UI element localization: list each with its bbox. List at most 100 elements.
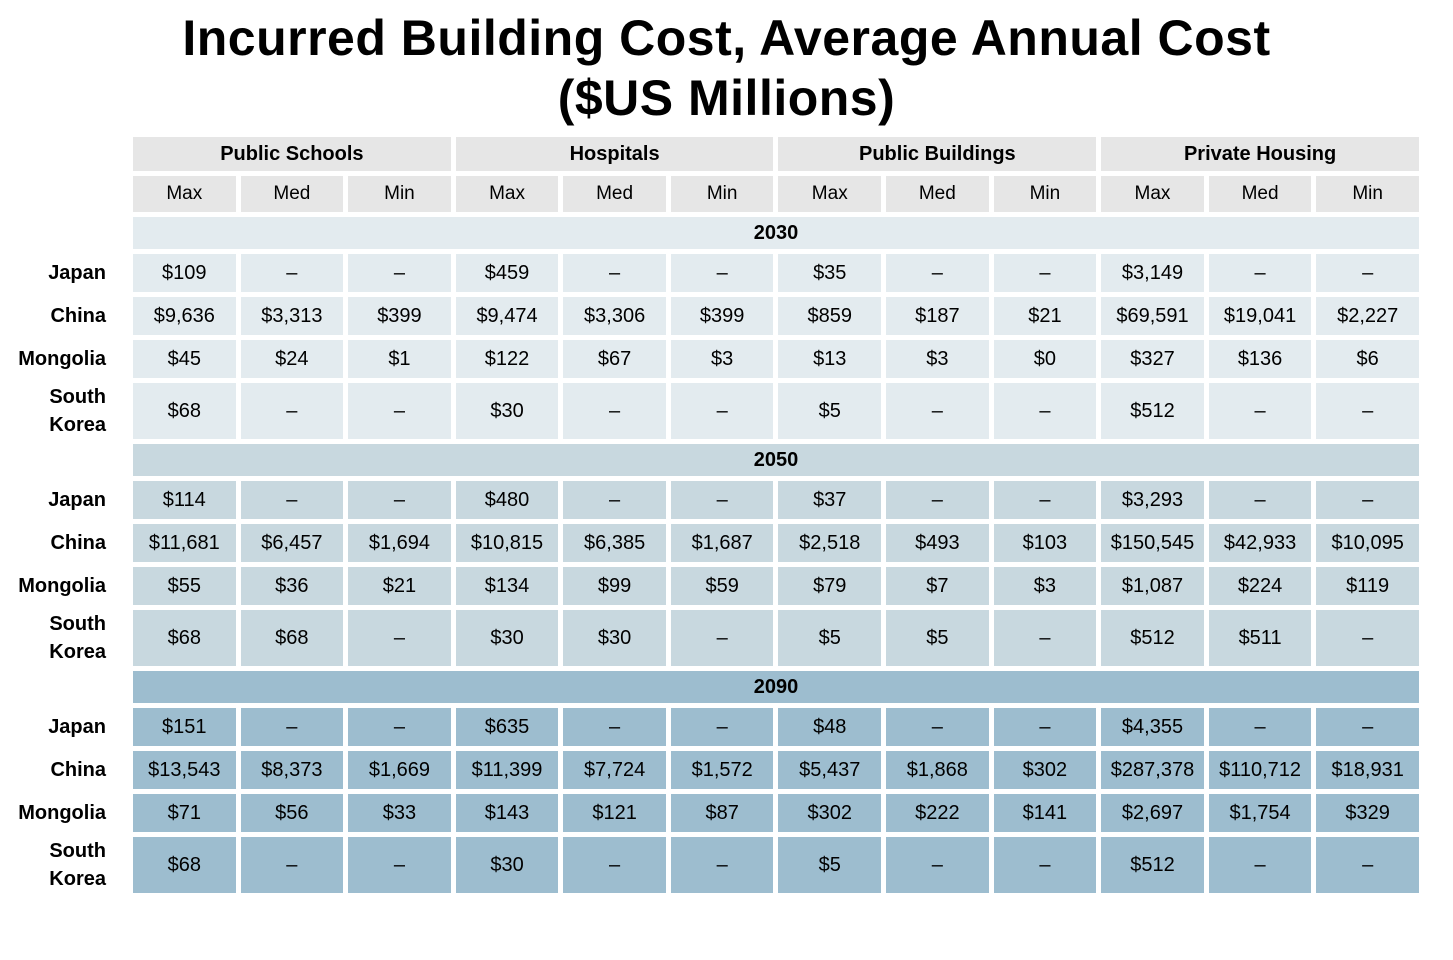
table-cell: $1,687 <box>670 524 774 562</box>
table-cell: – <box>886 383 989 439</box>
table-cell: $151 <box>133 708 236 746</box>
table-cell: – <box>886 254 989 292</box>
table-cell: $1,572 <box>670 751 774 789</box>
table-cell: $143 <box>455 794 559 832</box>
table-row: Mongolia $55 $36 $21 $134 $99 $59 $79 $7 $3 $1,087… <box>5 567 1419 605</box>
table-cell: $7,724 <box>563 751 666 789</box>
table-cell: – <box>1208 254 1312 292</box>
column-subheader: Max <box>778 176 882 212</box>
year-band-row: 2050 <box>5 444 1419 476</box>
table-cell: – <box>348 610 451 666</box>
table-cell: $119 <box>1316 567 1419 605</box>
table-cell: $302 <box>778 794 882 832</box>
column-subheader: Med <box>563 176 666 212</box>
column-group-header: Private Housing <box>1101 137 1419 171</box>
table-cell: $459 <box>455 254 559 292</box>
table-cell: $3 <box>886 340 989 378</box>
column-group-header: Public Buildings <box>778 137 1097 171</box>
table-cell: – <box>1316 708 1419 746</box>
table-cell: $68 <box>133 610 236 666</box>
table-cell: $1 <box>348 340 451 378</box>
table-cell: $68 <box>240 610 344 666</box>
table-cell: $11,681 <box>133 524 236 562</box>
table-cell: – <box>348 837 451 893</box>
table-cell: – <box>670 708 774 746</box>
table-cell: – <box>348 254 451 292</box>
table-cell: $55 <box>133 567 236 605</box>
table-row: South Korea $68 $68– $30 $30– $5 $5– $512 $511– <box>5 610 1419 666</box>
table-cell: $224 <box>1208 567 1312 605</box>
table-cell: $19,041 <box>1208 297 1312 335</box>
table-cell: $48 <box>778 708 882 746</box>
table-cell: $150,545 <box>1101 524 1204 562</box>
table-cell: – <box>670 383 774 439</box>
table-row: Japan $151– – $635– – $48– – $4,355– – <box>5 708 1419 746</box>
table-cell: – <box>670 837 774 893</box>
table-cell: – <box>886 837 989 893</box>
table-cell: – <box>563 254 666 292</box>
row-label: Mongolia <box>18 348 106 370</box>
column-subheader: Med <box>886 176 989 212</box>
table-cell: $187 <box>886 297 989 335</box>
table-cell: $36 <box>240 567 344 605</box>
table-cell: $5 <box>778 610 882 666</box>
table-cell: $6 <box>1316 340 1419 378</box>
row-label: Japan <box>48 262 106 284</box>
table-cell: $3 <box>993 567 1097 605</box>
row-label: China <box>50 532 106 554</box>
table-cell: $635 <box>455 708 559 746</box>
table-cell: $33 <box>348 794 451 832</box>
corner-cell <box>5 217 128 249</box>
table-cell: – <box>1208 383 1312 439</box>
corner-cell <box>5 671 128 703</box>
table-cell: $109 <box>133 254 236 292</box>
table-cell: – <box>993 837 1097 893</box>
table-cell: $71 <box>133 794 236 832</box>
table-cell: $7 <box>886 567 989 605</box>
column-subheader: Min <box>1316 176 1419 212</box>
table-cell: $3 <box>670 340 774 378</box>
table-cell: $30 <box>455 837 559 893</box>
row-label: South Korea <box>49 386 106 436</box>
table-cell: – <box>1316 383 1419 439</box>
row-label: Japan <box>48 716 106 738</box>
table-cell: $3,149 <box>1101 254 1204 292</box>
table-cell: $5 <box>778 383 882 439</box>
table-cell: $67 <box>563 340 666 378</box>
table-cell: $13 <box>778 340 882 378</box>
table-cell: $1,087 <box>1101 567 1204 605</box>
table-cell: – <box>1316 254 1419 292</box>
table-cell: $87 <box>670 794 774 832</box>
row-label: China <box>50 305 106 327</box>
table-cell: – <box>670 481 774 519</box>
table-cell: $287,378 <box>1101 751 1204 789</box>
table-cell: – <box>563 708 666 746</box>
table-cell: – <box>1208 837 1312 893</box>
table-cell: $10,095 <box>1316 524 1419 562</box>
table-cell: – <box>348 708 451 746</box>
table-cell: $45 <box>133 340 236 378</box>
table-cell: – <box>240 708 344 746</box>
table-cell: – <box>563 837 666 893</box>
table-row: South Korea $68– – $30– – $5– – $512– – <box>5 837 1419 893</box>
table-cell: $8,373 <box>240 751 344 789</box>
column-subheader: Min <box>670 176 774 212</box>
table-cell: – <box>993 708 1097 746</box>
table-row: Mongolia $71 $56 $33 $143 $121 $87 $302 $222 $141… <box>5 794 1419 832</box>
table-cell: $68 <box>133 383 236 439</box>
row-label: Mongolia <box>18 802 106 824</box>
row-label: South Korea <box>49 613 106 663</box>
year-band: 2050 <box>133 444 1419 476</box>
table-cell: $30 <box>563 610 666 666</box>
table-cell: $4,355 <box>1101 708 1204 746</box>
column-subheader: Max <box>133 176 236 212</box>
page: Incurred Building Cost, Average Annual C… <box>0 8 1453 898</box>
row-label: Japan <box>48 489 106 511</box>
table-cell: $5 <box>778 837 882 893</box>
table-row: South Korea $68– – $30– – $5– – $512– – <box>5 383 1419 439</box>
table-cell: $37 <box>778 481 882 519</box>
table-cell: $302 <box>993 751 1097 789</box>
table-cell: $110,712 <box>1208 751 1312 789</box>
table-cell: $222 <box>886 794 989 832</box>
table-cell: $2,227 <box>1316 297 1419 335</box>
